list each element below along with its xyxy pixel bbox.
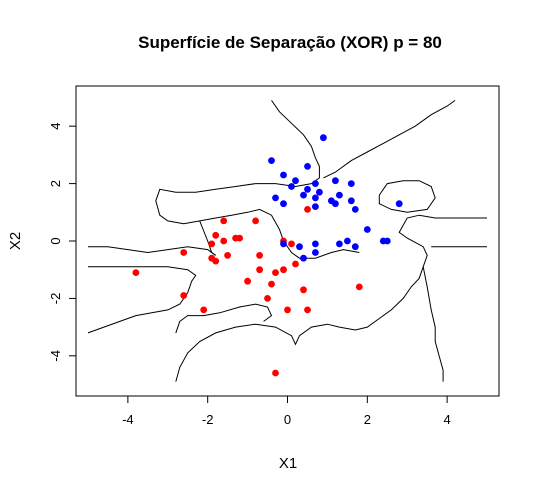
point-s1-16 — [336, 191, 343, 199]
point-s1-21 — [344, 237, 351, 245]
contour-line-6 — [175, 303, 273, 334]
x-tick-label-2: 0 — [284, 412, 291, 427]
y-axis-label: X2 — [7, 232, 24, 250]
point-s1-28 — [296, 243, 303, 251]
contour-line-8 — [323, 99, 456, 179]
separation-surface-contours — [87, 99, 487, 382]
point-s0-16 — [256, 266, 263, 274]
point-s0-15 — [256, 252, 263, 259]
point-s1-20 — [351, 206, 359, 213]
point-s1-8 — [304, 185, 311, 193]
point-s0-1 — [180, 249, 188, 256]
chart-title: Superfície de Separação (XOR) p = 80 — [138, 33, 442, 52]
point-s1-11 — [316, 188, 323, 196]
y-axis: -4 -2 0 2 4 — [48, 123, 77, 362]
x-tick-label-1: -2 — [202, 412, 214, 427]
point-s1-31 — [312, 249, 319, 256]
point-s0-0 — [132, 269, 140, 276]
point-s0-20 — [280, 266, 287, 274]
point-s0-4 — [208, 240, 216, 248]
point-s1-9 — [312, 194, 319, 202]
point-s0-18 — [268, 280, 275, 288]
point-s1-15 — [332, 200, 339, 208]
point-s0-12 — [236, 234, 244, 242]
point-s1-24 — [363, 226, 371, 233]
contour-line-7 — [155, 100, 360, 259]
data-points — [132, 134, 403, 377]
contour-line-3 — [339, 214, 487, 331]
point-s0-27 — [304, 306, 311, 314]
point-s0-26 — [300, 286, 307, 294]
point-s1-19 — [347, 197, 355, 205]
y-tick-label-2: 0 — [48, 237, 63, 244]
point-s1-13 — [320, 134, 327, 142]
point-s1-18 — [347, 180, 355, 188]
point-s0-23 — [284, 306, 291, 314]
point-s0-25 — [292, 260, 299, 268]
point-s0-8 — [220, 217, 228, 225]
plot-box — [75, 85, 500, 397]
point-s1-23 — [351, 243, 359, 251]
point-s0-10 — [224, 252, 232, 259]
y-tick-label-1: -2 — [48, 293, 63, 305]
point-s1-27 — [395, 200, 403, 208]
point-s1-30 — [312, 240, 319, 248]
point-s0-2 — [180, 292, 188, 299]
point-s1-32 — [280, 240, 287, 248]
contour-line-5 — [422, 266, 444, 382]
point-s1-5 — [292, 177, 299, 185]
point-s1-4 — [288, 183, 295, 190]
contour-line-1 — [88, 246, 216, 256]
point-s0-3 — [200, 306, 208, 314]
point-s0-21 — [272, 369, 279, 377]
point-s0-24 — [288, 240, 295, 248]
point-s0-5 — [212, 231, 220, 239]
point-s1-0 — [268, 157, 275, 165]
x-axis-label: X1 — [279, 455, 297, 472]
point-s1-6 — [300, 191, 307, 199]
y-tick-label-0: -4 — [48, 350, 63, 362]
point-s1-1 — [272, 194, 279, 202]
point-s0-13 — [244, 277, 252, 285]
point-s1-10 — [312, 203, 319, 211]
point-s0-7 — [212, 257, 220, 265]
point-s0-28 — [304, 206, 311, 213]
x-tick-label-0: -4 — [122, 412, 134, 427]
point-s0-29 — [355, 283, 363, 291]
point-s1-7 — [304, 163, 311, 170]
point-s1-17 — [332, 177, 339, 185]
point-s1-26 — [383, 237, 391, 245]
point-s1-12 — [312, 180, 319, 188]
contour-line-2 — [175, 323, 340, 382]
contour-line-9 — [378, 180, 436, 213]
point-s1-3 — [280, 171, 287, 179]
x-axis: -4 -2 0 2 4 — [122, 395, 451, 427]
x-tick-label-3: 2 — [364, 412, 371, 427]
point-s0-19 — [272, 269, 279, 276]
contour-line-10 — [199, 220, 216, 256]
y-tick-label-3: 2 — [48, 180, 63, 187]
contour-line-0 — [87, 266, 197, 334]
point-s1-29 — [300, 254, 307, 262]
point-s1-2 — [280, 200, 287, 208]
point-s0-17 — [264, 295, 271, 302]
x-tick-label-4: 4 — [444, 412, 451, 427]
point-s1-22 — [336, 240, 343, 248]
y-tick-label-4: 4 — [48, 123, 63, 130]
point-s0-14 — [252, 217, 259, 225]
point-s0-9 — [220, 237, 228, 245]
